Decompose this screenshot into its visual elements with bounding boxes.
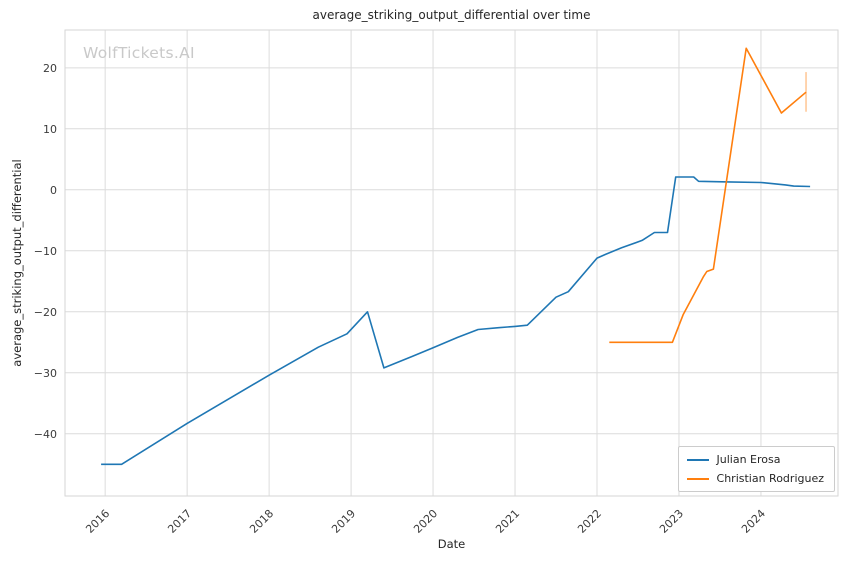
legend-item-christian-rodriguez: Christian Rodriguez: [686, 472, 824, 485]
x-tick-label: 2022: [575, 507, 604, 536]
y-tick-label: 20: [43, 62, 57, 75]
y-tick-label: 0: [50, 184, 57, 197]
y-tick-label: −10: [34, 245, 57, 258]
x-tick-label: 2021: [493, 507, 522, 536]
y-tick-label: −40: [34, 428, 57, 441]
x-tick-label: 2023: [657, 507, 686, 536]
chart-title: average_striking_output_differential ove…: [312, 8, 591, 22]
series-line-julian-erosa: [101, 176, 811, 466]
x-tick-label: 2020: [411, 507, 440, 536]
x-tick-label: 2024: [739, 507, 768, 536]
legend: Julian Erosa Christian Rodriguez: [677, 446, 835, 492]
series-line-christian-rodriguez: [609, 47, 807, 344]
legend-item-julian-erosa: Julian Erosa: [686, 453, 824, 466]
y-tick-label: 10: [43, 123, 57, 136]
watermark: WolfTickets.AI: [83, 44, 195, 62]
legend-label: Christian Rodriguez: [716, 472, 824, 485]
legend-line-swatch-orange: [686, 477, 709, 480]
x-tick-label: 2019: [329, 507, 358, 536]
plot-frame: [64, 29, 839, 497]
x-tick-label: 2017: [165, 507, 194, 536]
y-tick-label: −20: [34, 306, 57, 319]
x-tick-label: 2016: [83, 507, 112, 536]
y-tick-label: −30: [34, 367, 57, 380]
y-axis-label: average_striking_output_differential: [10, 159, 24, 367]
legend-line-swatch-blue: [686, 458, 709, 461]
x-axis-label: Date: [437, 537, 466, 551]
x-tick-label: 2018: [247, 507, 276, 536]
legend-label: Julian Erosa: [716, 453, 781, 466]
